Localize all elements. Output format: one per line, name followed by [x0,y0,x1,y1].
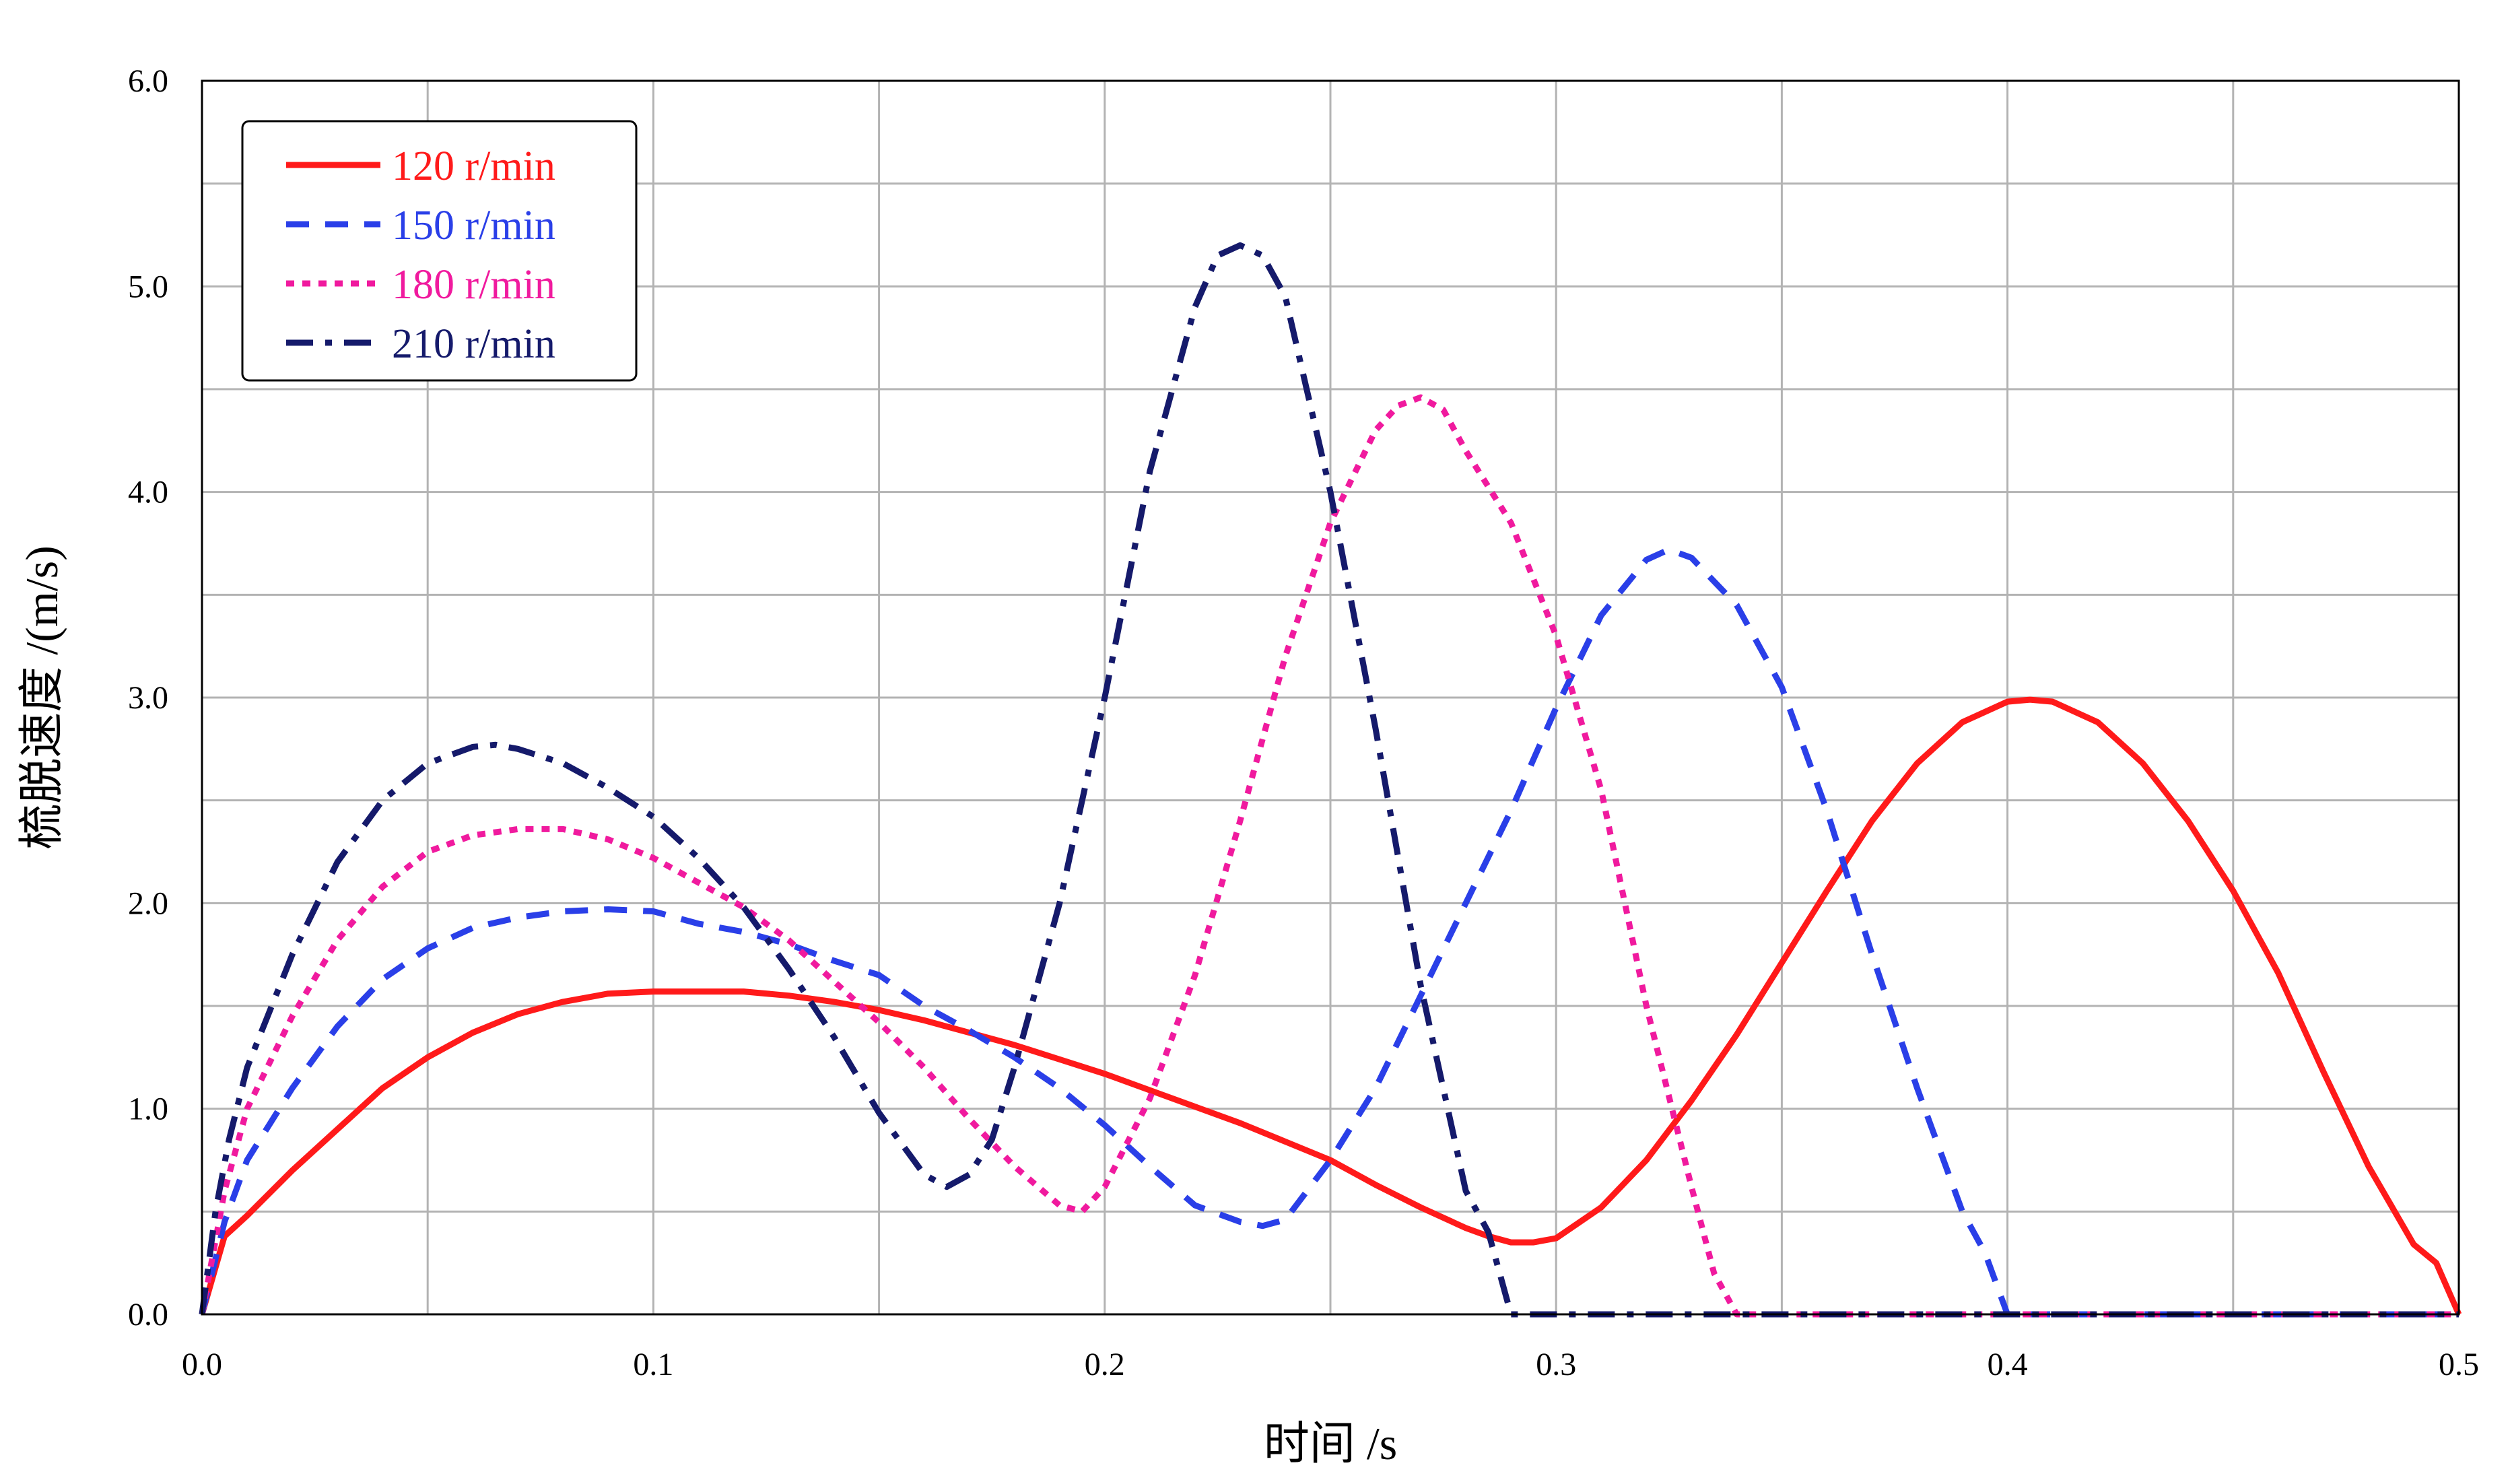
x-tick-label: 0.5 [2439,1347,2479,1382]
x-axis-title: 时间 /s [1264,1418,1397,1469]
legend-label: 210 r/min [392,321,555,367]
legend-label: 120 r/min [392,143,555,189]
legend: 120 r/min 150 r/min 180 r/min 210 r/min [241,120,638,382]
y-axis-title: 梳脱速度 /(m/s) [16,545,67,849]
x-tick-label: 0.4 [1988,1347,2028,1382]
series-line-2 [199,546,2459,1318]
x-tick-label: 0.2 [1085,1347,1125,1382]
y-tick-label: 6.0 [128,63,168,99]
legend-label: 150 r/min [392,203,555,248]
x-tick-label: 0.3 [1536,1347,1576,1382]
series-line-4 [199,242,2459,1318]
legend-box [241,120,638,382]
series-line-1 [199,696,2462,1316]
y-tick-label: 3.0 [128,680,168,716]
series-line-3 [199,394,2459,1318]
legend-label: 180 r/min [392,262,555,308]
y-tick-label: 4.0 [128,475,168,510]
y-tick-label: 1.0 [128,1091,168,1127]
y-tick-label: 2.0 [128,885,168,921]
x-tick-label: 0.1 [633,1347,673,1382]
x-tick-label: 0.0 [182,1347,222,1382]
y-tick-label: 5.0 [128,269,168,304]
series-lines [199,242,2462,1318]
plot-frame [201,79,2460,1316]
axis-ticks: 0.0 0.1 0.2 0.3 0.4 0.5 0.0 1.0 2.0 3.0 4.0 5.0 6.0 [128,63,2479,1382]
y-tick-label: 0.0 [128,1297,168,1333]
